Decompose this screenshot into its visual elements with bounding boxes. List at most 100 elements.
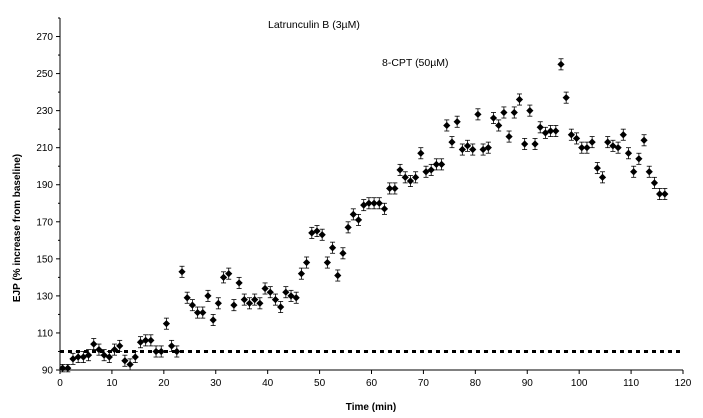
- data-point-diamond: [609, 142, 617, 150]
- x-tick-label: 80: [470, 378, 482, 389]
- annotation-8-cpt: 8-CPT (50µM): [382, 57, 449, 69]
- data-point-diamond: [74, 353, 82, 361]
- data-point-diamond: [58, 364, 67, 372]
- data-point-diamond: [386, 184, 394, 193]
- data-point-diamond: [578, 144, 586, 152]
- x-tick-label: 40: [262, 378, 274, 389]
- data-point-diamond: [656, 190, 664, 198]
- x-tick-label: 0: [57, 378, 63, 389]
- data-point-diamond: [572, 134, 581, 143]
- data-point-diamond: [277, 303, 285, 311]
- data-point-diamond: [328, 244, 337, 252]
- y-tick-label: 170: [36, 217, 53, 228]
- data-point-diamond: [214, 299, 222, 307]
- data-point-diamond: [562, 94, 570, 102]
- y-tick-label: 130: [36, 291, 53, 302]
- data-point-diamond: [614, 144, 622, 152]
- data-point-diamond: [225, 270, 233, 278]
- data-point-diamond: [261, 284, 269, 293]
- data-point-diamond: [661, 190, 669, 198]
- data-point-diamond: [495, 121, 503, 130]
- data-point-diamond: [463, 142, 472, 150]
- data-point-diamond: [339, 249, 347, 257]
- data-point-diamond: [401, 173, 409, 181]
- data-point-diamond: [230, 301, 238, 309]
- data-point-diamond: [604, 138, 612, 146]
- data-point-diamond: [292, 294, 300, 302]
- data-point-diamond: [557, 60, 565, 68]
- data-point-diamond: [193, 308, 202, 317]
- data-point-diamond: [90, 340, 98, 348]
- data-point-diamond: [209, 316, 217, 324]
- data-point-diamond: [645, 168, 653, 176]
- data-point-diamond: [297, 270, 306, 278]
- y-tick-label: 110: [37, 328, 53, 339]
- y-tick-label: 230: [36, 106, 53, 117]
- x-tick-label: 30: [210, 378, 222, 389]
- data-point-diamond: [406, 177, 415, 185]
- y-tick-label: 90: [42, 366, 54, 377]
- data-point-diamond: [168, 342, 176, 350]
- data-point-diamond: [437, 160, 446, 168]
- data-points: [58, 60, 669, 372]
- data-point-diamond: [396, 166, 404, 174]
- data-point-diamond: [349, 210, 357, 218]
- data-point-diamond: [448, 138, 456, 146]
- data-point-diamond: [510, 108, 518, 117]
- data-point-diamond: [204, 292, 212, 300]
- data-point-diamond: [240, 296, 248, 304]
- data-point-diamond: [360, 201, 368, 209]
- data-point-diamond: [469, 145, 477, 154]
- x-tick-label: 70: [418, 378, 430, 389]
- data-point-diamond: [552, 127, 560, 135]
- data-point-diamond: [235, 279, 243, 287]
- data-point-diamond: [427, 166, 435, 174]
- data-point-diamond: [116, 342, 124, 350]
- y-tick-label: 250: [36, 69, 53, 80]
- data-point-diamond: [458, 145, 466, 154]
- error-bars: [60, 58, 668, 373]
- data-point-diamond: [453, 118, 461, 126]
- data-point-diamond: [271, 296, 280, 304]
- data-point-diamond: [79, 353, 87, 361]
- data-point-diamond: [313, 227, 321, 235]
- data-point-diamond: [370, 199, 378, 207]
- data-point-diamond: [105, 353, 113, 361]
- y-axis-ticks: 90 110 130 150 170 190 210 230 250 270: [36, 17, 60, 377]
- data-point-diamond: [547, 127, 555, 135]
- x-axis-title: Time (min): [346, 402, 396, 413]
- axes: 90 110 130 150 170 190 210 230 250 270 0 10 20 30 40 5…: [36, 17, 692, 389]
- y-tick-label: 150: [36, 254, 53, 265]
- data-point-diamond: [479, 145, 487, 154]
- data-point-diamond: [136, 338, 145, 346]
- data-point-diamond: [126, 360, 134, 369]
- data-point-diamond: [624, 149, 633, 157]
- x-tick-label: 90: [522, 378, 534, 389]
- x-tick-label: 10: [106, 378, 118, 389]
- data-point-diamond: [131, 353, 139, 361]
- y-tick-label: 190: [36, 180, 53, 191]
- data-point-diamond: [489, 114, 498, 122]
- x-axis-ticks: 0 10 20 30 40 50 60 70 80 90 100 110 120: [57, 370, 692, 389]
- data-point-diamond: [640, 136, 648, 144]
- data-point-diamond: [354, 216, 363, 224]
- data-point-diamond: [505, 132, 513, 141]
- annotation-latrunculin: Latrunculin B (3µM): [268, 19, 360, 31]
- data-point-diamond: [598, 173, 607, 181]
- data-point-diamond: [84, 351, 93, 359]
- data-point-diamond: [266, 288, 274, 296]
- data-point-diamond: [474, 110, 482, 118]
- data-point-diamond: [162, 320, 171, 328]
- data-point-diamond: [173, 347, 181, 356]
- data-point-diamond: [650, 179, 659, 187]
- x-tick-label: 110: [623, 378, 639, 389]
- data-point-diamond: [635, 155, 643, 163]
- data-point-diamond: [303, 258, 311, 267]
- data-point-diamond: [199, 308, 207, 317]
- data-point-diamond: [567, 131, 575, 139]
- x-tick-label: 120: [675, 378, 692, 389]
- data-point-diamond: [630, 168, 638, 176]
- data-point-diamond: [380, 205, 389, 213]
- data-point-diamond: [365, 199, 373, 207]
